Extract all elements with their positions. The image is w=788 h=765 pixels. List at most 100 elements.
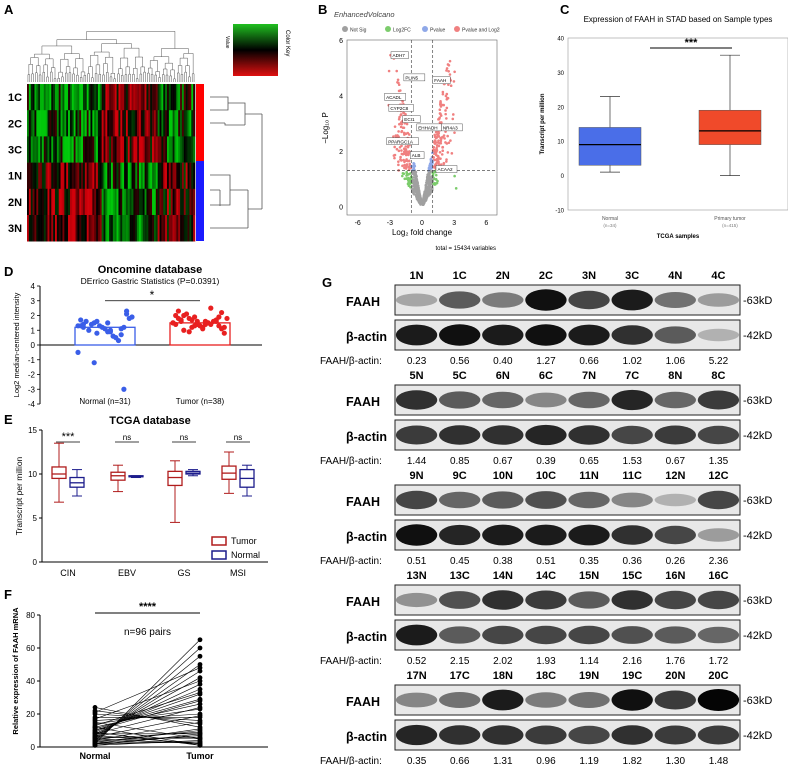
volcano-point <box>449 139 452 142</box>
heatmap-cell <box>155 215 158 242</box>
category-n: (n=415) <box>722 223 738 228</box>
legend-marker <box>342 26 348 32</box>
ytick-label: -4 <box>28 400 36 409</box>
heatmap-cell <box>170 215 173 242</box>
ratio-value: 1.53 <box>622 456 642 467</box>
heatmap-cell <box>135 84 138 111</box>
heatmap-cell <box>161 110 164 137</box>
panel-g-western: G 1N 1C 2N 2C 3N 3C 4N 4C FAAH -63kD β-actin -42kD F… <box>320 270 772 765</box>
tumor-point <box>197 726 203 732</box>
heatmap-cell <box>174 84 177 111</box>
band <box>568 591 610 609</box>
heatmap-cell <box>36 162 39 190</box>
heatmap-cell <box>181 110 185 137</box>
volcano-point <box>422 203 425 206</box>
pair-line <box>94 677 201 736</box>
volcano-point <box>417 186 420 190</box>
heatmap-cell <box>124 162 127 190</box>
box-1 <box>698 109 762 145</box>
heatmap-cell <box>107 136 110 163</box>
heatmap-cell <box>181 188 185 216</box>
heatmap-cell <box>84 136 88 163</box>
data-point <box>173 321 179 327</box>
heatmap-row-label: 2N <box>8 197 22 209</box>
heatmap-row-label: 1C <box>8 92 22 104</box>
dendrogram-branch <box>35 72 38 82</box>
band <box>654 493 697 507</box>
heatmap-cell <box>185 84 188 111</box>
heatmap-row-label: 1N <box>8 171 22 183</box>
heatmap-cell <box>146 162 149 190</box>
volcano-point <box>406 131 410 135</box>
dendrogram-branch <box>88 66 93 78</box>
dendrogram-branch <box>101 43 132 53</box>
heatmap-cell <box>144 162 147 190</box>
heatmap-cell <box>161 136 164 163</box>
dendrogram-branch <box>109 76 113 82</box>
panel-label-e: E <box>4 412 13 427</box>
significance-label: **** <box>139 601 157 613</box>
heatmap-cell <box>97 136 101 163</box>
heatmap-cell <box>187 188 190 216</box>
heatmap-cell <box>140 215 144 242</box>
ytick-label: 30 <box>557 71 564 77</box>
ytick-label: 5 <box>33 514 38 523</box>
gene-label: PLIN5 <box>405 75 418 80</box>
pair-line <box>94 731 201 746</box>
ytick-label: 60 <box>26 644 35 653</box>
heatmap-cell <box>60 162 63 190</box>
dendrogram-branch <box>147 72 150 82</box>
heatmap-cell <box>125 110 129 137</box>
band <box>395 490 438 510</box>
ratio-value: 0.67 <box>666 456 686 467</box>
heatmap-cell <box>101 84 104 111</box>
volcano-point <box>443 137 446 140</box>
band <box>568 491 610 509</box>
band <box>438 491 481 509</box>
data-point <box>194 318 200 324</box>
heatmap-cell <box>140 188 144 216</box>
heatmap-cell <box>62 136 65 163</box>
heatmap-cell <box>152 136 155 163</box>
volcano-point <box>402 111 406 115</box>
heatmap-cell <box>68 215 71 242</box>
ratio-value: 0.85 <box>450 456 470 467</box>
heatmap-cell <box>38 162 41 190</box>
volcano-point <box>408 162 412 166</box>
heatmap-cell <box>73 84 76 111</box>
heatmap-cell <box>68 110 71 137</box>
heatmap-cell <box>90 110 93 137</box>
ylabel: Transcript per million <box>14 456 24 535</box>
mw-label: -63kD <box>743 595 772 607</box>
lane-label: 8C <box>711 370 725 382</box>
ylabel: Log2 median-centered intensity <box>12 292 21 397</box>
heatmap-cell <box>107 162 110 190</box>
heatmap-cell <box>36 188 39 216</box>
heatmap-cell <box>90 162 93 190</box>
data-point <box>75 349 81 355</box>
panel-c-boxplot: C Expression of FAAH in STAD based on Sa… <box>540 2 788 240</box>
heatmap-cell <box>56 84 60 111</box>
heatmap-cell <box>172 136 175 163</box>
data-point <box>78 317 84 323</box>
box <box>167 470 183 487</box>
dendrogram-branch <box>170 69 175 79</box>
gene-label-box <box>390 51 409 59</box>
volcano-xtick: -3 <box>387 220 393 227</box>
pair-line <box>94 728 201 744</box>
ytick-label: 4 <box>31 282 36 291</box>
heatmap-cell <box>122 136 125 163</box>
lane-label: 18C <box>536 670 556 682</box>
heatmap-cell <box>129 136 132 163</box>
ratio-value: 1.72 <box>709 656 729 667</box>
data-point <box>192 323 198 329</box>
volcano-point <box>418 194 422 198</box>
heatmap-cell <box>38 215 41 242</box>
heatmap-cell <box>122 215 125 242</box>
volcano-point <box>438 108 442 111</box>
heatmap-cell <box>142 84 145 111</box>
heatmap-cell <box>131 188 134 216</box>
gene-label-box <box>388 104 414 112</box>
heatmap-cell <box>118 162 121 190</box>
